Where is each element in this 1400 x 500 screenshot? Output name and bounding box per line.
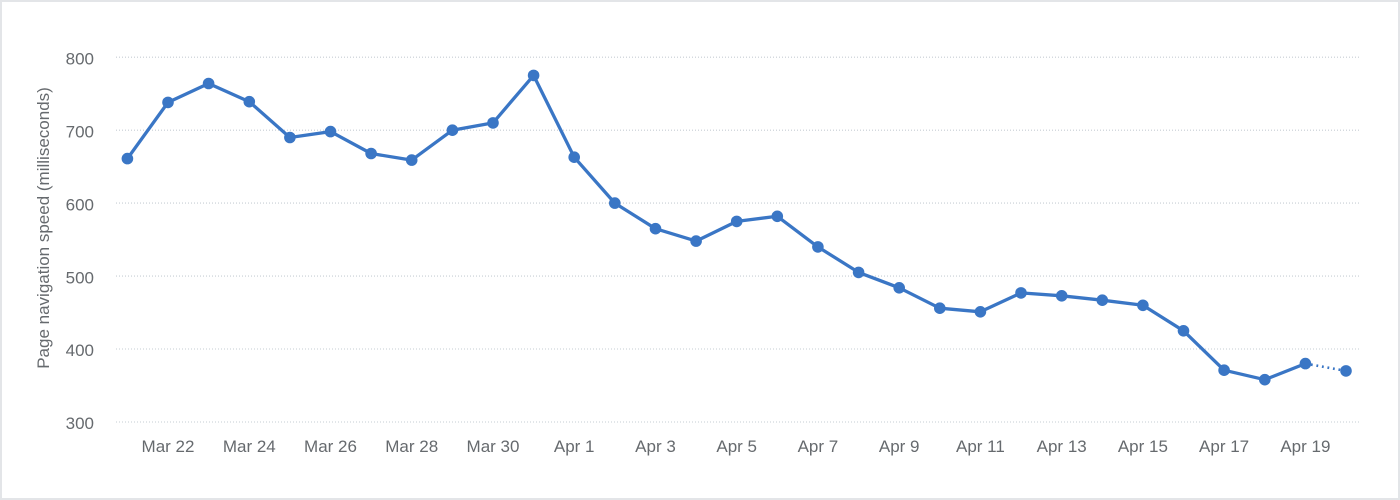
svg-text:500: 500: [66, 268, 94, 287]
svg-text:700: 700: [66, 122, 94, 141]
svg-text:Mar 22: Mar 22: [142, 437, 195, 456]
svg-text:Apr 1: Apr 1: [554, 437, 595, 456]
svg-text:600: 600: [66, 195, 94, 214]
svg-text:Apr 17: Apr 17: [1199, 437, 1249, 456]
svg-text:Apr 3: Apr 3: [635, 437, 676, 456]
svg-text:400: 400: [66, 341, 94, 360]
svg-text:Mar 26: Mar 26: [304, 437, 357, 456]
svg-text:Apr 19: Apr 19: [1280, 437, 1330, 456]
svg-text:Apr 5: Apr 5: [716, 437, 757, 456]
svg-text:800: 800: [66, 49, 94, 68]
svg-text:Page navigation speed (millise: Page navigation speed (milliseconds): [34, 87, 53, 369]
svg-text:Apr 15: Apr 15: [1118, 437, 1168, 456]
svg-text:Apr 11: Apr 11: [956, 437, 1005, 456]
svg-text:Mar 28: Mar 28: [385, 437, 438, 456]
svg-text:Apr 7: Apr 7: [798, 437, 839, 456]
svg-text:Mar 24: Mar 24: [223, 437, 276, 456]
svg-text:Apr 9: Apr 9: [879, 437, 920, 456]
svg-text:300: 300: [66, 414, 94, 433]
svg-text:Mar 30: Mar 30: [467, 437, 520, 456]
svg-text:Apr 13: Apr 13: [1037, 437, 1087, 456]
